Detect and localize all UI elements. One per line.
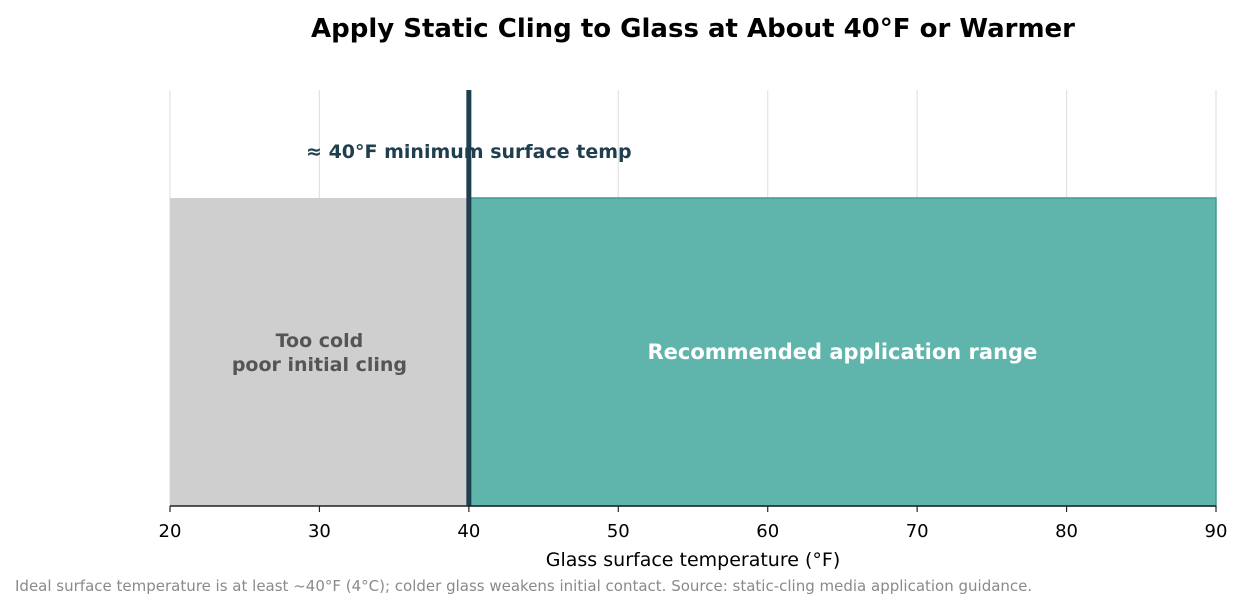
x-tick-label-30: 30 (308, 521, 331, 542)
x-tick-label-40: 40 (457, 521, 480, 542)
region-too-cold (170, 198, 469, 506)
region-too-cold-label: Too cold poor initial cling (232, 330, 407, 376)
region-recommended (468, 197, 1217, 507)
threshold-marker: ≈ 40°F minimum surface temp (306, 90, 632, 506)
threshold-label: ≈ 40°F minimum surface temp (306, 141, 632, 163)
chart-title: Apply Static Cling to Glass at About 40°… (311, 14, 1075, 44)
x-tick-label-80: 80 (1055, 521, 1078, 542)
x-tick-label-70: 70 (906, 521, 929, 542)
x-axis-label: Glass surface temperature (°F) (546, 549, 840, 571)
x-tick-label-20: 20 (159, 521, 182, 542)
x-tick-label-50: 50 (607, 521, 630, 542)
region-recommended-label: Recommended application range (648, 340, 1038, 364)
x-tick-label-90: 90 (1205, 521, 1228, 542)
x-axis: 20 30 40 50 60 70 80 90 (159, 505, 1228, 542)
footnote: Ideal surface temperature is at least ~4… (15, 577, 1032, 595)
x-tick-label-60: 60 (756, 521, 779, 542)
region-bars: Too cold poor initial cling Recommended ap… (170, 197, 1217, 507)
